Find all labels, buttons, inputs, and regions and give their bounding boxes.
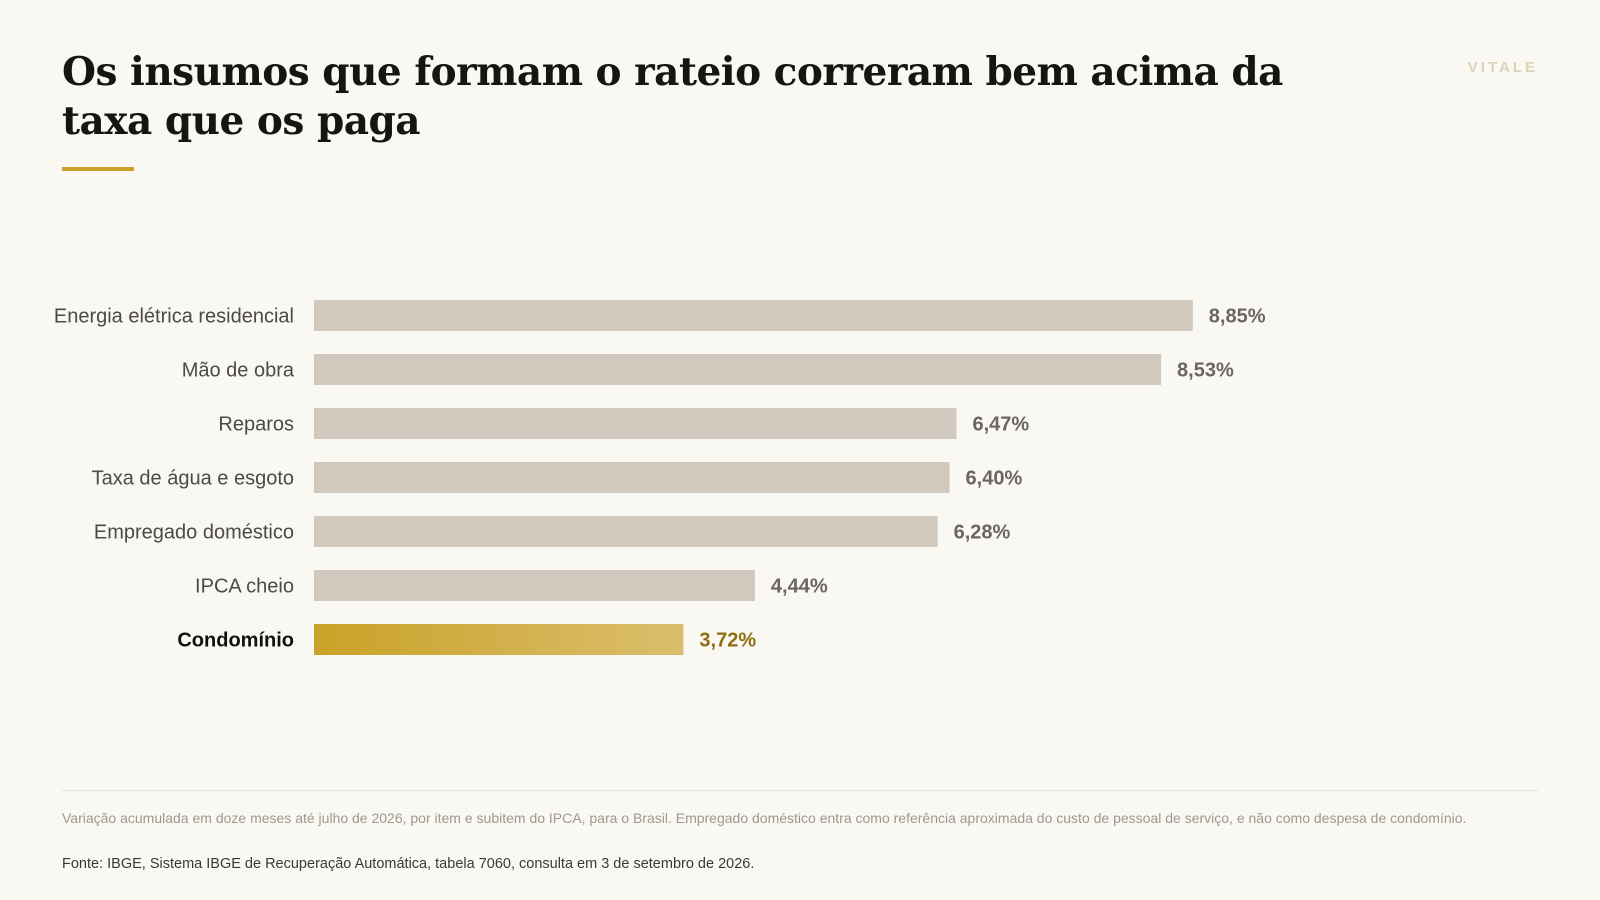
footer-divider [62, 790, 1538, 791]
value-label-taxa-de-agua-e-esgoto: 6,40% [966, 468, 1023, 490]
value-label-empregado-domestico: 6,28% [954, 522, 1011, 544]
bar-ipca-cheio [314, 570, 755, 601]
category-label-reparos: Reparos [218, 414, 294, 436]
value-label-energia-eletrica-residencial: 8,85% [1209, 306, 1266, 328]
bar-energia-eletrica-residencial [314, 300, 1193, 331]
category-label-ipca-cheio: IPCA cheio [195, 576, 294, 598]
value-label-condominio: 3,72% [699, 630, 756, 652]
category-label-energia-eletrica-residencial: Energia elétrica residencial [54, 306, 294, 328]
category-label-mao-de-obra: Mão de obra [182, 360, 295, 382]
title-accent-rule [62, 167, 134, 171]
category-label-condominio: Condomínio [177, 630, 294, 652]
value-label-ipca-cheio: 4,44% [771, 576, 828, 598]
bar-reparos [314, 408, 957, 439]
footnote: Variação acumulada em doze meses até jul… [62, 810, 1467, 826]
bar-condominio [314, 624, 684, 655]
value-label-reparos: 6,47% [972, 414, 1029, 436]
category-label-empregado-domestico: Empregado doméstico [94, 522, 294, 544]
chart-title: Os insumos que formam o rateio correram … [62, 49, 1283, 144]
source-line: Fonte: IBGE, Sistema IBGE de Recuperação… [62, 856, 755, 872]
category-label-taxa-de-agua-e-esgoto: Taxa de água e esgoto [92, 468, 294, 490]
brand-logo: VITALE [1467, 59, 1538, 76]
bar-taxa-de-agua-e-esgoto [314, 462, 950, 493]
value-label-mao-de-obra: 8,53% [1177, 360, 1234, 382]
bar-empregado-domestico [314, 516, 938, 547]
bar-mao-de-obra [314, 354, 1162, 385]
bar-chart: Energia elétrica residencial 8,85% Mão de … [54, 300, 1266, 655]
